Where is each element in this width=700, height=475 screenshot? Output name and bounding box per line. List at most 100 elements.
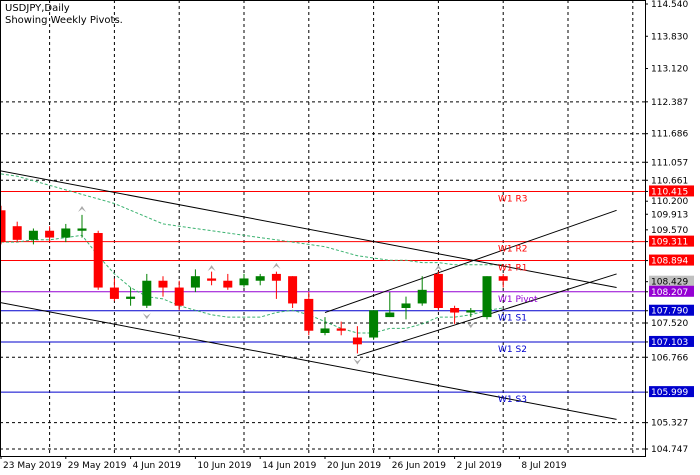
price-tick-label: 105.999 (651, 388, 688, 398)
time-tick-label: 4 Jun 2019 (133, 461, 182, 471)
candle (336, 321, 346, 336)
trendline (0, 170, 617, 289)
price-label-highlight (649, 275, 694, 287)
candle (466, 307, 476, 318)
candle-body (12, 226, 22, 240)
price-tick-label: 106.766 (651, 353, 688, 363)
price-label-highlight (649, 335, 694, 347)
time-tick-label: 20 Jun 2019 (327, 461, 381, 471)
candle-body (158, 280, 168, 288)
candles-layer (0, 205, 508, 354)
price-label-highlight (649, 185, 694, 197)
candle (271, 271, 281, 299)
candle (207, 271, 217, 286)
plot-frame (0, 0, 646, 457)
price-tick-label: 108.429 (651, 278, 688, 288)
candle-body (223, 280, 233, 288)
time-tick-label: 10 Jun 2019 (197, 461, 251, 471)
candle (223, 273, 233, 290)
candle (45, 226, 55, 243)
candle (482, 276, 492, 320)
candle (174, 280, 184, 311)
price-tick-label: 110.415 (651, 187, 688, 197)
candle-body (93, 233, 103, 288)
candle-body (498, 276, 508, 281)
pivot-level-label: W1 S1 (498, 314, 527, 324)
trendline (324, 209, 617, 314)
candle-body (109, 287, 119, 299)
candle-body (288, 276, 298, 304)
moving-averages-layer (0, 173, 504, 334)
candle-body (433, 273, 443, 308)
pivot-level-label: W1 R2 (498, 245, 527, 255)
time-tick-label: 2 Jul 2019 (457, 461, 502, 471)
time-axis: 23 May 2019 29 May 2019 4 Jun 2019 10 Jun 2… (0, 456, 567, 471)
candle (239, 273, 249, 288)
fractals-layer (78, 206, 475, 365)
candle (142, 273, 152, 308)
chart-subtitle: Showing Weekly Pivots. (5, 15, 123, 26)
fractal-up-arrow (434, 265, 443, 272)
fractal-up-arrow (272, 262, 281, 269)
pivot-level-label: W1 Pivot (498, 295, 538, 305)
price-tick-label: 114.540 (651, 0, 688, 10)
candle-body (450, 307, 460, 313)
moving-average-line (1, 234, 504, 334)
candle (12, 221, 22, 243)
candle (369, 310, 379, 340)
price-label-highlight (649, 386, 694, 398)
price-tick-label: 105.327 (651, 419, 688, 429)
price-tick-label: 107.520 (651, 319, 688, 329)
candle (450, 305, 460, 324)
candle-body (61, 228, 71, 238)
candle-body (271, 273, 281, 281)
candle (304, 292, 314, 336)
pivot-level-label: W1 R1 (498, 264, 527, 274)
price-tick-label: 112.387 (651, 98, 688, 108)
candle-body (385, 312, 395, 318)
candle-body (352, 337, 362, 345)
candle (433, 271, 443, 311)
candle-body (255, 276, 265, 281)
candle-body (304, 298, 314, 331)
price-tick-label: 104.747 (651, 445, 688, 455)
fractal-up-arrow (207, 265, 216, 272)
candle-body (77, 228, 87, 231)
candle-body (142, 280, 152, 306)
candle (77, 214, 87, 238)
candle (288, 276, 298, 308)
candle-body (482, 276, 492, 318)
price-tick-label: 109.311 (651, 238, 688, 248)
fractal-down-arrow (466, 322, 475, 329)
candle (61, 223, 71, 243)
fractal-up-arrow (78, 206, 86, 213)
candle-body (466, 310, 476, 313)
fractal-down-arrow (142, 313, 151, 320)
moving-average-line (0, 173, 504, 266)
candle (498, 273, 508, 288)
price-axis: 114.540 113.830 113.120 112.387 111.686 111.0… (645, 0, 694, 455)
pivot-level-label: W1 R3 (498, 194, 527, 204)
price-tick-label: 111.686 (651, 130, 688, 140)
candle-body (190, 276, 200, 288)
candle (158, 276, 168, 297)
candle-body (28, 230, 38, 240)
price-tick-label: 109.913 (651, 210, 688, 220)
price-tick-label: 110.661 (651, 176, 688, 186)
candle-body (0, 210, 6, 243)
pivot-level-label: W1 S2 (498, 345, 527, 355)
price-label-highlight (649, 235, 694, 247)
price-tick-label: 108.894 (651, 257, 688, 267)
candle (320, 317, 330, 336)
pivot-labels-layer: W1 R3 W1 R2 W1 R1 W1 Pivot W1 S1 W1 S2 W1 S3 (498, 194, 538, 405)
candle (352, 326, 362, 354)
time-tick-label: 29 May 2019 (68, 461, 127, 471)
candle-body (207, 278, 217, 281)
candle (255, 273, 265, 286)
price-label-highlight (649, 254, 694, 266)
candle (401, 296, 411, 320)
candle-body (401, 303, 411, 308)
candle-body (320, 328, 330, 333)
candle-body (369, 310, 379, 338)
